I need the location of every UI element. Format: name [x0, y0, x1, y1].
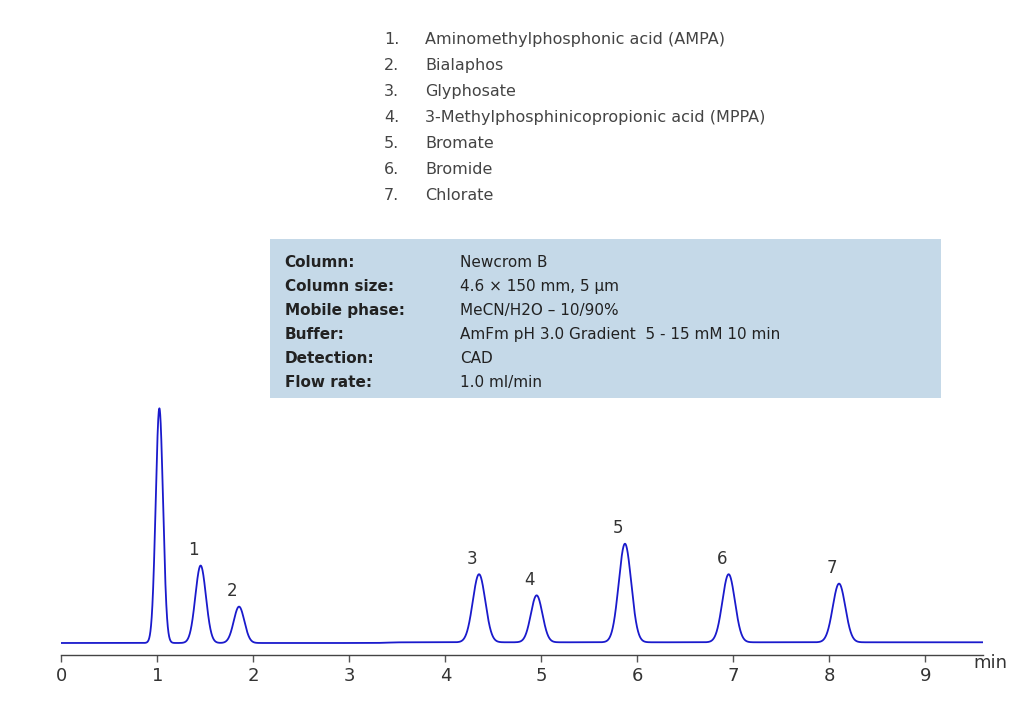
- Text: 3-Methylphosphinicopropionic acid (MPPA): 3-Methylphosphinicopropionic acid (MPPA): [425, 110, 765, 125]
- Text: 1: 1: [188, 541, 200, 558]
- Text: Glyphosate: Glyphosate: [425, 84, 516, 99]
- Text: MeCN/H2O – 10/90%: MeCN/H2O – 10/90%: [460, 303, 618, 318]
- Text: Bromate: Bromate: [425, 136, 494, 151]
- Text: 4.: 4.: [384, 110, 399, 125]
- Text: AmFm pH 3.0 Gradient  5 - 15 mM 10 min: AmFm pH 3.0 Gradient 5 - 15 mM 10 min: [460, 327, 780, 341]
- Text: 3: 3: [467, 550, 477, 568]
- Text: Bromide: Bromide: [425, 162, 493, 177]
- Text: Aminomethylphosphonic acid (AMPA): Aminomethylphosphonic acid (AMPA): [425, 32, 725, 46]
- Text: Detection:: Detection:: [285, 351, 375, 365]
- Text: min: min: [974, 654, 1008, 672]
- Text: Chlorate: Chlorate: [425, 188, 494, 203]
- Text: Buffer:: Buffer:: [285, 327, 344, 341]
- Text: 3.: 3.: [384, 84, 399, 99]
- Text: 2.: 2.: [384, 58, 399, 73]
- Text: 1.0 ml/min: 1.0 ml/min: [460, 375, 542, 389]
- Text: 6.: 6.: [384, 162, 399, 177]
- Text: Column:: Column:: [285, 255, 355, 270]
- Text: 4: 4: [524, 571, 536, 589]
- Text: 1.: 1.: [384, 32, 399, 46]
- Text: CAD: CAD: [460, 351, 493, 365]
- Text: Bialaphos: Bialaphos: [425, 58, 503, 73]
- Text: Newcrom B: Newcrom B: [460, 255, 547, 270]
- Text: Column size:: Column size:: [285, 279, 394, 294]
- Text: 4.6 × 150 mm, 5 μm: 4.6 × 150 mm, 5 μm: [460, 279, 618, 294]
- Text: Flow rate:: Flow rate:: [285, 375, 372, 389]
- Text: 2: 2: [227, 582, 238, 600]
- Text: 5.: 5.: [384, 136, 399, 151]
- Text: Mobile phase:: Mobile phase:: [285, 303, 404, 318]
- Text: 7.: 7.: [384, 188, 399, 203]
- Text: 7: 7: [827, 559, 838, 577]
- Text: 6: 6: [717, 550, 727, 568]
- Text: 5: 5: [613, 520, 624, 537]
